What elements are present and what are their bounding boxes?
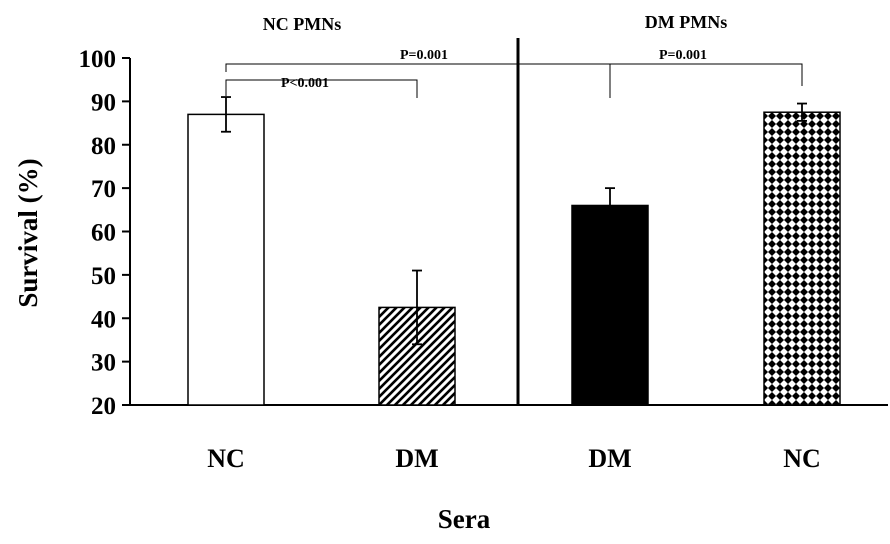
x-axis-label: Sera: [438, 504, 491, 534]
category-label-3: DM: [588, 444, 631, 473]
y-tick-label-60: 60: [91, 220, 116, 247]
category-label-2: DM: [395, 444, 438, 473]
bar-3-dm: [571, 204, 649, 406]
y-tick-label-20: 20: [91, 393, 116, 420]
y-tick-label-90: 90: [91, 89, 116, 116]
bar-4-nc: [763, 111, 841, 406]
y-tick-label-50: 50: [91, 263, 116, 290]
panel-label-nc-pmns: NC PMNs: [263, 14, 342, 34]
y-tick-label-80: 80: [91, 133, 116, 160]
panel-label-dm-pmns: DM PMNs: [645, 12, 727, 32]
category-label-1: NC: [207, 444, 245, 473]
category-label-4: NC: [783, 444, 821, 473]
y-tick-label-30: 30: [91, 350, 116, 377]
y-axis-label: Survival (%): [13, 158, 43, 307]
significance-bracket-1: [225, 79, 418, 98]
y-tick-label-70: 70: [91, 176, 116, 203]
significance-bracket-3: [609, 63, 803, 98]
significance-label-2: P=0.001: [400, 48, 448, 63]
bar-1-nc: [187, 113, 265, 406]
y-tick-label-40: 40: [91, 306, 116, 333]
significance-label-1: P<0.001: [281, 76, 329, 91]
y-tick-label-100: 100: [79, 46, 117, 73]
significance-label-3: P=0.001: [659, 48, 707, 63]
